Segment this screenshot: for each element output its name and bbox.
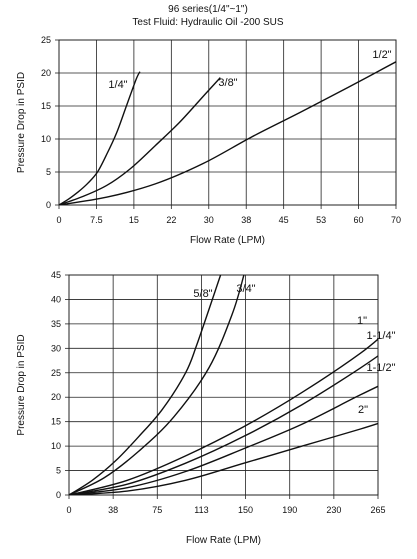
y-tick-label: 25 <box>51 368 61 378</box>
y-tick-label: 40 <box>51 294 61 304</box>
series-line <box>59 61 396 205</box>
x-tick-label: 30 <box>204 215 214 225</box>
series-line <box>69 274 245 495</box>
series-label: 2" <box>358 404 368 416</box>
series-label: 1/4" <box>108 79 127 91</box>
x-tick-label: 75 <box>152 505 162 515</box>
x-tick-label: 22 <box>166 215 176 225</box>
y-tick-label: 30 <box>51 343 61 353</box>
y-tick-label: 0 <box>46 200 51 210</box>
chart-title-line1: 96 series(1/4"~1") <box>168 4 248 15</box>
plot-frame <box>58 39 397 206</box>
y-tick-label: 10 <box>41 134 51 144</box>
x-tick-label: 60 <box>354 215 364 225</box>
x-tick-label: 265 <box>370 505 385 515</box>
y-tick-label: 15 <box>51 417 61 427</box>
y-axis-label: Pressure Drop in PSID <box>16 334 27 435</box>
x-tick-label: 150 <box>238 505 253 515</box>
x-tick-label: 38 <box>241 215 251 225</box>
y-tick-label: 5 <box>56 466 61 476</box>
series-line <box>69 338 378 495</box>
x-axis-label: Flow Rate (LPM) <box>186 535 261 546</box>
x-axis-label: Flow Rate (LPM) <box>190 235 265 246</box>
x-tick-label: 0 <box>56 215 61 225</box>
series-label: 3/4" <box>236 283 255 295</box>
y-tick-label: 20 <box>41 68 51 78</box>
series-line <box>69 274 222 495</box>
y-tick-label: 25 <box>41 35 51 45</box>
series-label: 1-1/4" <box>367 330 396 342</box>
top-chart: 0 7.5 15 22 30 38 45 53 60 70 0 5 10 15 20 25 Flow Rate … <box>16 35 401 246</box>
x-tick-label: 230 <box>326 505 341 515</box>
y-tick-label: 45 <box>51 270 61 280</box>
x-tick-label: 0 <box>66 505 71 515</box>
plot-frame <box>68 274 379 496</box>
y-tick-label: 15 <box>41 101 51 111</box>
series-label: 3/8" <box>218 77 237 89</box>
y-tick-label: 35 <box>51 319 61 329</box>
series-label: 5/8" <box>193 288 212 300</box>
series-line <box>69 385 378 495</box>
x-tick-label: 190 <box>282 505 297 515</box>
x-tick-label: 70 <box>391 215 401 225</box>
x-tick-label: 38 <box>108 505 118 515</box>
chart-title-line2: Test Fluid: Hydraulic Oil -200 SUS <box>132 17 283 28</box>
series-label: 1/2" <box>372 49 391 61</box>
y-tick-label: 10 <box>51 441 61 451</box>
series-label: 1-1/2" <box>367 362 396 374</box>
y-tick-label: 0 <box>56 490 61 500</box>
series-line <box>59 77 221 205</box>
series-line <box>69 355 378 495</box>
y-axis-label: Pressure Drop in PSID <box>16 72 27 173</box>
x-tick-label: 53 <box>316 215 326 225</box>
y-tick-label: 5 <box>46 167 51 177</box>
y-tick-label: 20 <box>51 392 61 402</box>
x-tick-label: 113 <box>194 505 208 515</box>
x-tick-label: 45 <box>279 215 289 225</box>
series-label: 1" <box>357 315 367 327</box>
bottom-chart: 0 38 75 113 150 190 230 265 0 5 10 15 20 25 30 35 40 45 Fl… <box>16 270 396 546</box>
series-line <box>69 422 378 495</box>
series-line <box>59 71 141 205</box>
x-tick-label: 15 <box>129 215 139 225</box>
x-tick-label: 7.5 <box>90 215 103 225</box>
